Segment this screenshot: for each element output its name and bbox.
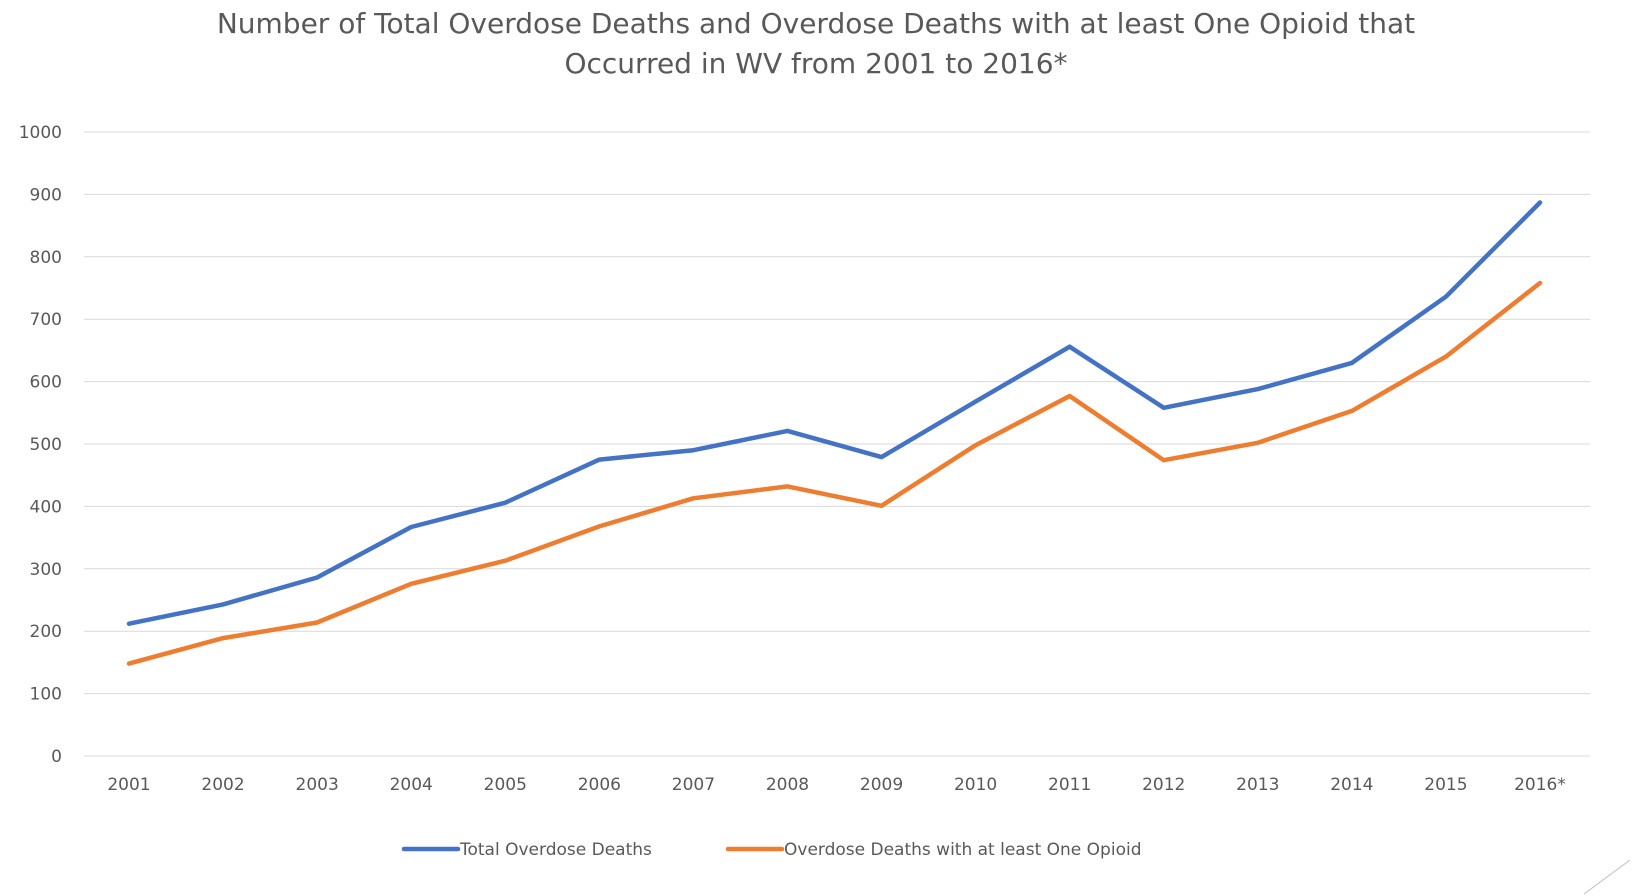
x-tick-label: 2002	[201, 775, 244, 795]
x-tick-label: 2004	[390, 775, 433, 795]
y-tick-label: 0	[51, 747, 62, 767]
x-tick-label: 2009	[860, 775, 903, 795]
y-tick-label: 600	[30, 373, 62, 393]
y-tick-label: 800	[30, 248, 62, 268]
y-tick-label: 900	[30, 185, 62, 205]
series-line-2	[126, 280, 1543, 666]
chart-title-line-2: Occurred in WV from 2001 to 2016*	[564, 47, 1068, 80]
x-axis-tick-labels: 2001 2002 2003 2004 2005 2006 2007 2008 2009 2010…	[107, 775, 1566, 795]
x-tick-label: 2006	[578, 775, 621, 795]
x-tick-label: 2012	[1142, 775, 1185, 795]
x-tick-label: 2015	[1424, 775, 1467, 795]
y-tick-label: 500	[30, 435, 62, 455]
y-tick-label: 700	[30, 310, 62, 330]
x-tick-label: 2011	[1048, 775, 1091, 795]
legend-label-1: Total Overdose Deaths	[459, 840, 652, 860]
y-tick-label: 200	[30, 622, 62, 642]
x-tick-label: 2014	[1330, 775, 1373, 795]
x-tick-label: 2008	[766, 775, 809, 795]
x-tick-label: 2005	[484, 775, 527, 795]
x-tick-label: 2001	[107, 775, 150, 795]
x-tick-label: 2016*	[1514, 775, 1566, 795]
y-tick-label: 400	[30, 497, 62, 517]
y-tick-label: 100	[30, 685, 62, 705]
y-tick-label: 1000	[19, 123, 62, 143]
x-tick-label: 2003	[296, 775, 339, 795]
chart-title-line-1: Number of Total Overdose Deaths and Over…	[216, 7, 1416, 40]
legend: Total Overdose Deaths Overdose Deaths wit…	[401, 840, 1141, 860]
series-line-1	[126, 200, 1543, 626]
chart-title: Number of Total Overdose Deaths and Over…	[0, 4, 1632, 84]
x-tick-label: 2013	[1236, 775, 1279, 795]
x-tick-label: 2007	[672, 775, 715, 795]
legend-label-2: Overdose Deaths with at least One Opioid	[784, 840, 1141, 860]
gridlines	[84, 131, 1590, 757]
y-tick-label: 300	[30, 560, 62, 580]
y-axis-tick-labels: 0 100 200 300 400 500 600 700 800 900 1000	[19, 123, 62, 767]
slide-corner-decoration	[1583, 859, 1631, 895]
x-tick-label: 2010	[954, 775, 997, 795]
series-lines	[126, 200, 1543, 666]
